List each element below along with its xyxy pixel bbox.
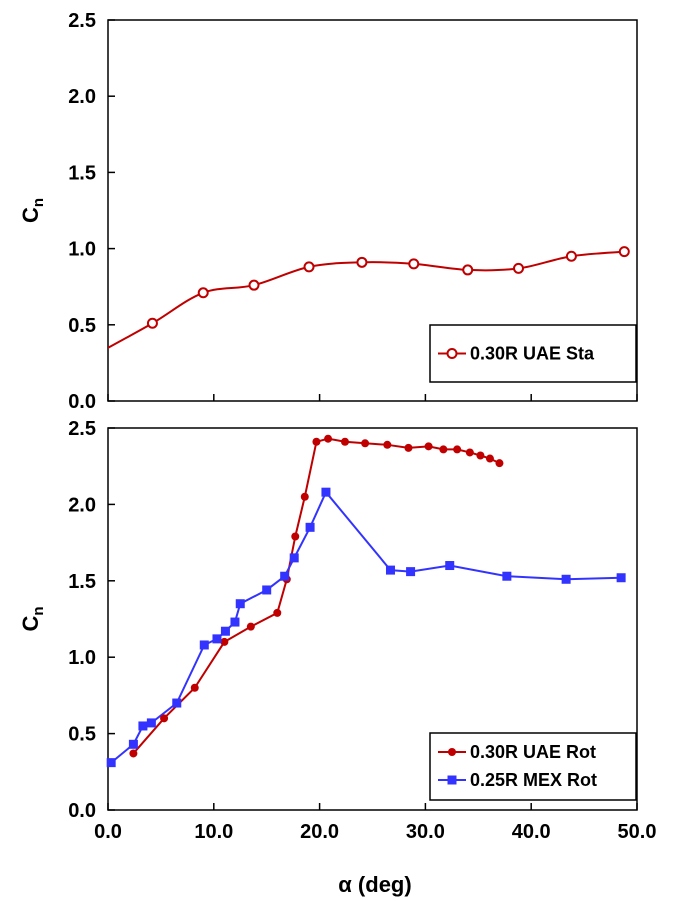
data-point: [513, 262, 525, 274]
data-point: [273, 608, 282, 617]
y-tick-label: 1.5: [68, 571, 96, 593]
data-point: [561, 574, 571, 584]
data-point: [262, 585, 272, 595]
data-point: [128, 739, 138, 749]
data-point: [406, 567, 416, 577]
legend-marker: [447, 775, 457, 785]
y-tick-label: 1.5: [68, 162, 96, 184]
data-point: [445, 561, 455, 571]
data-point: [305, 522, 315, 532]
data-point: [220, 637, 229, 646]
legend: 0.30R UAE Sta: [429, 324, 637, 383]
data-point: [172, 698, 182, 708]
data-point: [324, 434, 333, 443]
data-point: [248, 279, 260, 291]
legend-marker: [446, 348, 458, 359]
data-point: [291, 532, 300, 541]
data-point: [361, 439, 370, 448]
plot-frame: [107, 427, 638, 811]
data-point: [404, 443, 413, 452]
data-point: [230, 617, 240, 627]
data-point: [321, 487, 331, 497]
data-point: [312, 437, 321, 446]
series-group: [110, 437, 622, 764]
data-point: [138, 721, 148, 731]
data-point: [300, 492, 309, 501]
data-point: [303, 261, 315, 273]
y-tick-label: 0.5: [68, 724, 96, 746]
data-point: [246, 622, 255, 631]
data-point: [408, 258, 420, 270]
y-axis-label: Cn: [18, 198, 47, 223]
data-point: [197, 287, 209, 299]
y-tick-label: 2.5: [68, 418, 96, 440]
data-point: [465, 448, 474, 457]
legend: 0.30R UAE Rot 0.25R MEX Rot: [429, 732, 637, 801]
data-point: [289, 553, 299, 563]
bottom-panel: 0.0 0.5 1.0 1.5 2.0 2.5 0.0 10.0 20.0 30.0 40.0 50.…: [18, 418, 656, 843]
x-tick-label: 40.0: [512, 821, 551, 843]
data-point: [565, 250, 577, 262]
x-axis-label: α (deg): [338, 872, 411, 897]
data-point: [235, 599, 245, 609]
plot-frame: [107, 19, 638, 402]
data-point: [424, 442, 433, 451]
data-point: [340, 437, 349, 446]
data-point: [618, 246, 630, 258]
data-point: [146, 718, 156, 728]
data-point: [106, 758, 116, 768]
data-point: [280, 571, 290, 581]
x-tick-label: 50.0: [618, 821, 657, 843]
x-tick-label: 20.0: [300, 821, 339, 843]
y-tick-label: 0.0: [68, 391, 96, 413]
y-tick-label: 2.0: [68, 494, 96, 516]
y-tick-label: 0.5: [68, 315, 96, 337]
data-point: [220, 626, 230, 636]
x-tick-label: 30.0: [406, 821, 445, 843]
data-point: [502, 571, 512, 581]
y-tick-label: 1.0: [68, 239, 96, 261]
data-point: [146, 317, 158, 329]
y-axis-label: Cn: [18, 606, 47, 631]
data-point: [160, 714, 169, 723]
legend-box: [429, 732, 637, 801]
legend-label: 0.30R UAE Rot: [470, 742, 596, 762]
legend-label: 0.30R UAE Sta: [470, 344, 595, 364]
legend-label: 0.25R MEX Rot: [470, 770, 597, 790]
x-tick-label: 10.0: [194, 821, 233, 843]
data-point: [476, 451, 485, 460]
data-point: [383, 440, 392, 449]
data-point: [453, 445, 462, 454]
data-point: [462, 264, 474, 276]
data-point: [199, 640, 209, 650]
y-tick-label: 1.0: [68, 647, 96, 669]
y-tick-label: 0.0: [68, 800, 96, 822]
x-tick-label: 0.0: [94, 821, 122, 843]
data-point: [616, 573, 626, 583]
series-line: [132, 437, 500, 755]
data-point: [439, 445, 448, 454]
y-tick-label: 2.5: [68, 10, 96, 32]
y-tick-label: 2.0: [68, 86, 96, 108]
top-panel: 0.0 0.5 1.0 1.5 2.0 2.5 Cn 0.30R UAE Sta: [18, 10, 638, 413]
data-point: [129, 749, 138, 758]
data-point: [212, 634, 222, 644]
data-point: [485, 454, 494, 463]
series-line: [110, 490, 622, 764]
data-point: [385, 565, 395, 575]
data-point: [356, 256, 368, 268]
data-point: [495, 459, 504, 468]
legend-marker: [448, 748, 456, 756]
data-point: [190, 683, 199, 692]
